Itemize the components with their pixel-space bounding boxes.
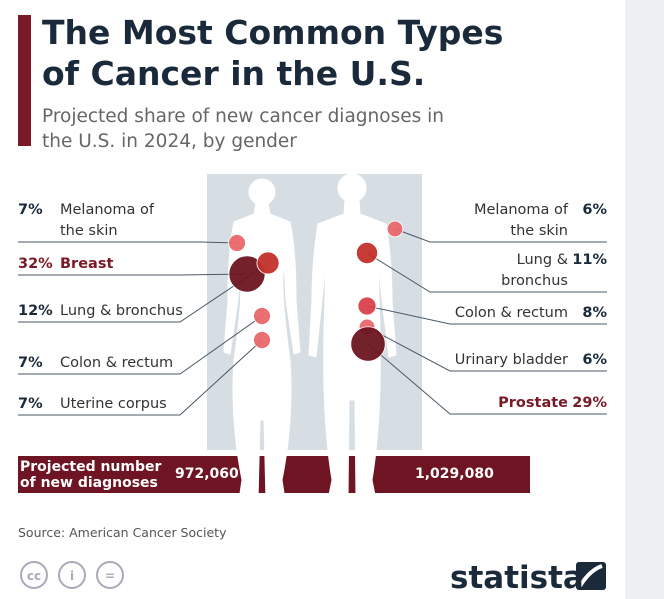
category-label: Lung & bronchus: [60, 303, 183, 319]
bubble: [253, 307, 271, 325]
total-value: 972,060: [175, 466, 239, 482]
category-label: Urinary bladder: [454, 352, 568, 368]
category-label: Uterine corpus: [60, 396, 167, 412]
bubble: [253, 331, 271, 349]
bubble: [355, 241, 379, 265]
title: The Most Common Types of Cancer in the U…: [42, 13, 504, 93]
value-label: 6%: [582, 352, 607, 368]
leader-line: [367, 343, 607, 415]
brand: statista: [450, 560, 584, 596]
value-label: 12%: [18, 303, 53, 319]
category-label: Melanoma of the skin: [60, 202, 155, 239]
total-value: 1,029,080: [415, 466, 494, 482]
value-label: 7%: [18, 396, 43, 412]
bubble: [357, 296, 377, 316]
leader-line: [18, 339, 263, 416]
value-label: 8%: [582, 305, 607, 321]
leader-line: [18, 315, 263, 375]
side-strip: [625, 0, 664, 599]
bubble: [256, 251, 280, 275]
value-label: 11%: [572, 252, 607, 268]
leader-line: [18, 241, 238, 244]
category-label: Melanoma of the skin: [473, 202, 568, 239]
category-label: Breast: [60, 256, 114, 272]
category-label: Colon & rectum: [454, 305, 568, 321]
totals-label: Projected number of new diagnoses: [20, 459, 162, 491]
subtitle: Projected share of new cancer diagnoses …: [42, 106, 444, 152]
leader-line: [366, 305, 607, 325]
leader-line: [18, 273, 248, 276]
leader-line: [394, 228, 607, 243]
bubble: [228, 234, 246, 252]
value-label: 7%: [18, 355, 43, 371]
category-label: Prostate: [498, 395, 568, 411]
bubble: [350, 326, 386, 362]
brand-icon-mark: [578, 564, 603, 588]
bubble: [386, 220, 404, 238]
category-label: Lung & bronchus: [501, 252, 568, 289]
value-label: 6%: [582, 202, 607, 218]
value-label: 7%: [18, 202, 43, 218]
license-icons: [20, 561, 124, 589]
leader-line: [366, 326, 607, 372]
license-icon: i: [70, 569, 74, 583]
category-label: Colon & rectum: [60, 355, 174, 371]
source: Source: American Cancer Society: [18, 525, 227, 540]
value-label: 29%: [572, 395, 607, 411]
leader-line: [366, 252, 607, 293]
license-icon: cc: [27, 569, 41, 583]
license-icon: =: [105, 569, 115, 583]
value-label: 32%: [18, 256, 53, 272]
title-bar: [18, 15, 31, 146]
